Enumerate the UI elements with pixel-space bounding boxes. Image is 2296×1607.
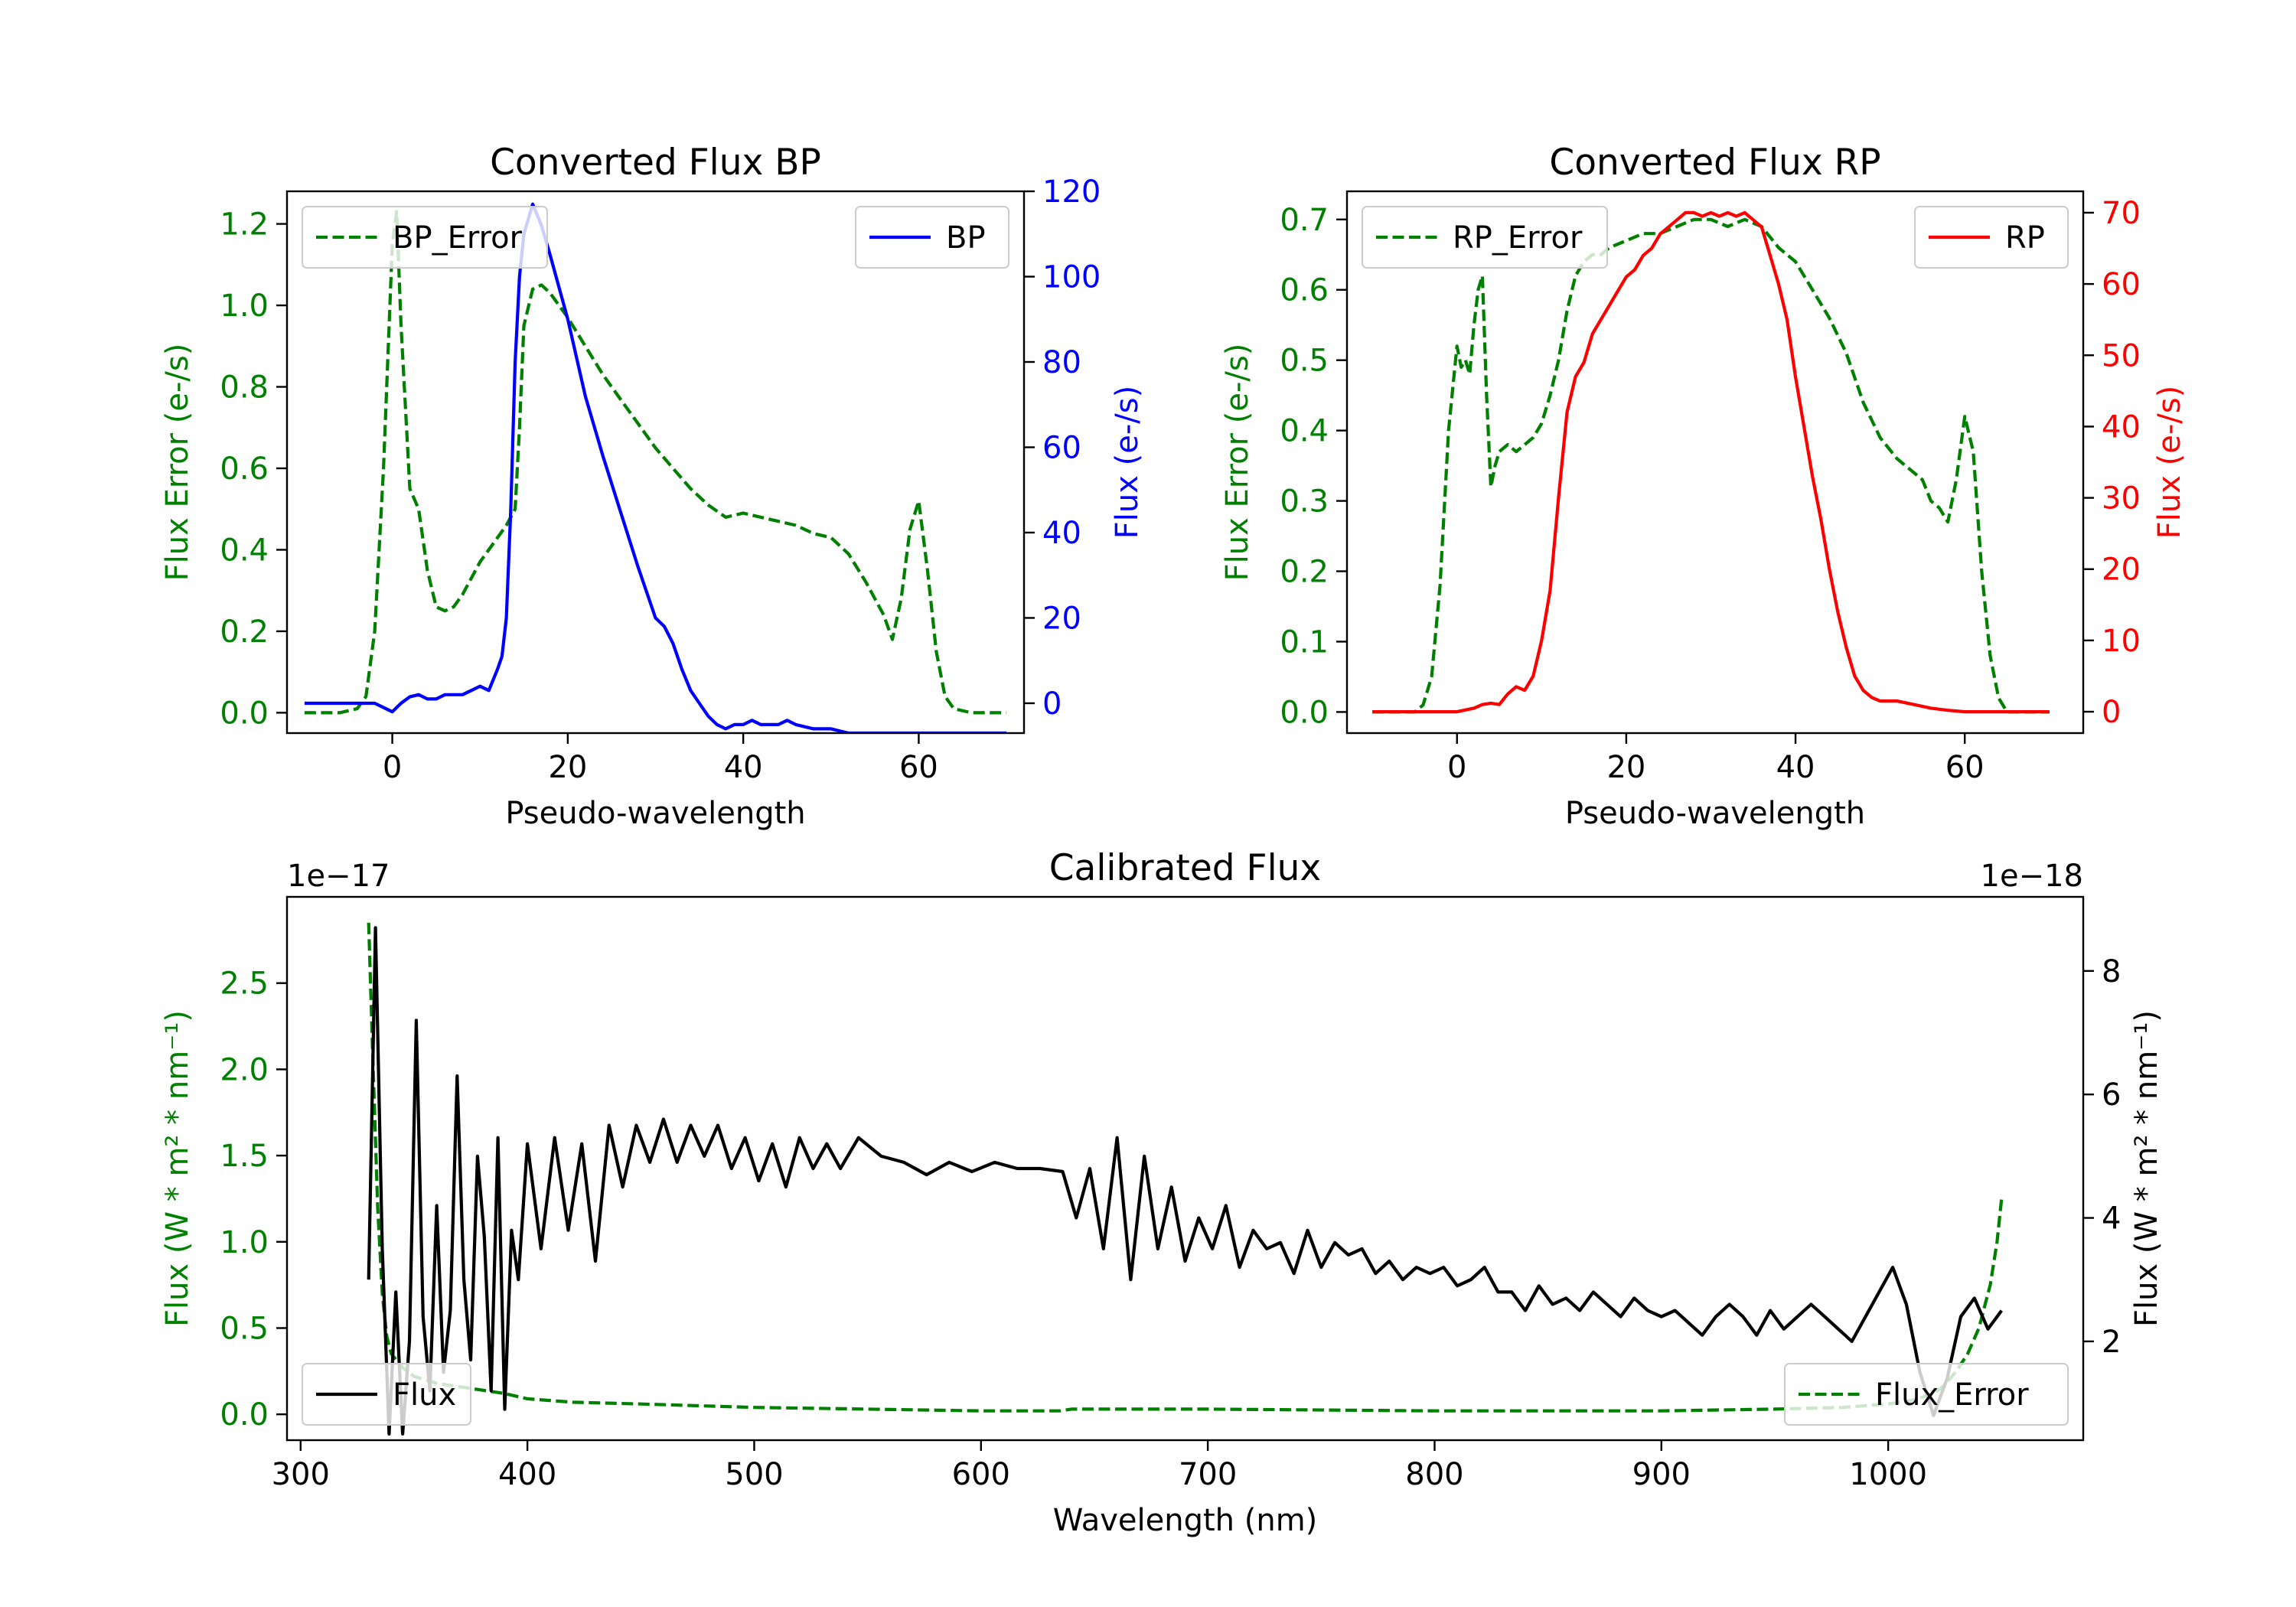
series-rp-error (1372, 217, 2050, 714)
y-right-tick-label: 30 (2102, 481, 2141, 517)
x-tick-label: 1000 (1849, 1457, 1927, 1492)
legend-flux: Flux (302, 1363, 471, 1426)
y-right-tick-label: 60 (2102, 267, 2141, 302)
y-left-tick-label: 0.6 (220, 451, 269, 487)
legend-label: RP (2005, 220, 2045, 256)
y-left-tick-label: 0.0 (220, 1397, 269, 1433)
legend-label: BP_Error (393, 220, 523, 256)
series-bp (304, 202, 1007, 733)
x-tick-label: 800 (1405, 1457, 1463, 1492)
y-left-tick-label: 0.2 (1280, 555, 1329, 590)
axes-frame (285, 895, 2085, 1442)
y-right-tick-label: 120 (1042, 174, 1101, 210)
y-left-tick-label: 2.0 (220, 1052, 269, 1087)
x-axis-label: Pseudo-wavelength (1565, 796, 1865, 831)
legend-bp-error: BP_Error (302, 206, 548, 269)
chart-title: Converted Flux BP (490, 142, 821, 184)
x-tick-label: 700 (1179, 1457, 1237, 1492)
axes-frame (285, 190, 1026, 735)
y-left-offset: 1e−17 (287, 859, 390, 894)
x-tick-label: 500 (725, 1457, 783, 1492)
y-left-tick-label: 2.5 (220, 966, 269, 1002)
y-left-axis-label: Flux Error (e-/s) (160, 344, 195, 582)
y-left-tick-label: 0.3 (1280, 484, 1329, 520)
y-left-tick-label: 1.0 (220, 1225, 269, 1260)
x-tick-label: 0 (1447, 750, 1466, 785)
y-left-tick-label: 1.0 (220, 288, 269, 324)
y-left-axis-label: Flux Error (e-/s) (1220, 344, 1255, 582)
legend-frame (302, 206, 548, 269)
y-left-tick-label: 0.0 (220, 696, 269, 731)
legend-rp-error: RP_Error (1362, 206, 1608, 269)
y-right-axis-label: Flux (W * m² * nm⁻¹) (2129, 1010, 2164, 1327)
y-right-tick-label: 80 (1042, 345, 1081, 380)
legend-frame (855, 206, 1009, 269)
y-left-tick-label: 0.0 (1280, 695, 1329, 730)
legend-frame (302, 1363, 471, 1426)
legend-rp: RP (1914, 206, 2069, 269)
y-left-tick-label: 0.5 (220, 1311, 269, 1346)
y-left-tick-label: 0.1 (1280, 624, 1329, 660)
x-tick-label: 600 (952, 1457, 1010, 1492)
y-right-tick-label: 20 (1042, 601, 1081, 636)
y-left-axis-label: Flux (W * m² * nm⁻¹) (160, 1010, 195, 1327)
y-right-tick-label: 0 (1042, 686, 1062, 722)
chart-title: Calibrated Flux (1049, 847, 1322, 889)
y-right-tick-label: 8 (2102, 954, 2121, 989)
y-right-tick-label: 40 (1042, 516, 1081, 551)
legend-frame (1914, 206, 2069, 269)
y-right-offset: 1e−18 (1981, 859, 2083, 894)
chart-rp: RP_Error RP 0 20 40 60 0.0 0.1 0.2 0.3 0.4 0.5 0.6 0.… (1220, 142, 2187, 831)
y-left-tick-label: 0.8 (220, 370, 269, 406)
axes-frame (1345, 190, 2085, 735)
y-right-tick-label: 20 (2102, 553, 2141, 588)
x-tick-label: 0 (383, 750, 402, 785)
legend-label: RP_Error (1453, 220, 1583, 256)
chart-bp: BP_Error BP 0 20 40 60 0.0 0.2 0.4 0.6 0.8 1.0 1.2 0 2… (160, 142, 1145, 831)
chart-title: Converted Flux RP (1549, 142, 1880, 184)
legend-label: Flux (393, 1377, 456, 1413)
y-left-tick-label: 0.7 (1280, 203, 1329, 238)
legend-label: BP (946, 220, 986, 256)
legend-bp: BP (855, 206, 1009, 269)
x-tick-label: 300 (272, 1457, 330, 1492)
x-tick-label: 60 (1945, 750, 1985, 785)
y-right-tick-label: 4 (2102, 1201, 2121, 1237)
y-right-tick-label: 50 (2102, 338, 2141, 373)
y-right-axis-label: Flux (e-/s) (1110, 386, 1145, 539)
legend-frame (1784, 1363, 2069, 1426)
y-left-tick-label: 1.2 (220, 207, 269, 243)
y-right-tick-label: 0 (2102, 695, 2121, 730)
legend-frame (1362, 206, 1608, 269)
x-tick-label: 20 (1606, 750, 1645, 785)
x-tick-label: 40 (1776, 750, 1815, 785)
y-left-tick-label: 0.5 (1280, 344, 1329, 379)
y-right-axis-label: Flux (e-/s) (2152, 386, 2187, 539)
legend-label: Flux_Error (1875, 1377, 2029, 1413)
x-axis-label: Pseudo-wavelength (505, 796, 805, 831)
x-tick-label: 40 (724, 750, 763, 785)
y-left-tick-label: 0.2 (220, 614, 269, 650)
y-right-tick-label: 40 (2102, 409, 2141, 445)
y-right-tick-label: 100 (1042, 259, 1101, 295)
legend-flux-error: Flux_Error (1784, 1363, 2069, 1426)
y-right-tick-label: 6 (2102, 1077, 2121, 1113)
y-left-tick-label: 0.6 (1280, 273, 1329, 308)
chart-cal: Flux Flux_Error 300 400 500 600 700 800 900 1000 0… (160, 847, 2164, 1538)
x-tick-label: 400 (498, 1457, 556, 1492)
x-axis-label: Wavelength (nm) (1053, 1503, 1318, 1538)
y-left-tick-label: 1.5 (220, 1139, 269, 1174)
x-tick-label: 60 (899, 750, 938, 785)
x-tick-label: 900 (1632, 1457, 1691, 1492)
y-right-tick-label: 70 (2102, 196, 2141, 231)
y-right-tick-label: 10 (2102, 624, 2141, 659)
y-left-tick-label: 0.4 (220, 533, 269, 568)
series-flux (367, 926, 2003, 1436)
y-right-tick-label: 2 (2102, 1325, 2121, 1360)
y-right-tick-label: 60 (1042, 430, 1081, 465)
series-rp (1372, 210, 2050, 714)
y-left-tick-label: 0.4 (1280, 414, 1329, 449)
x-tick-label: 20 (548, 750, 587, 785)
